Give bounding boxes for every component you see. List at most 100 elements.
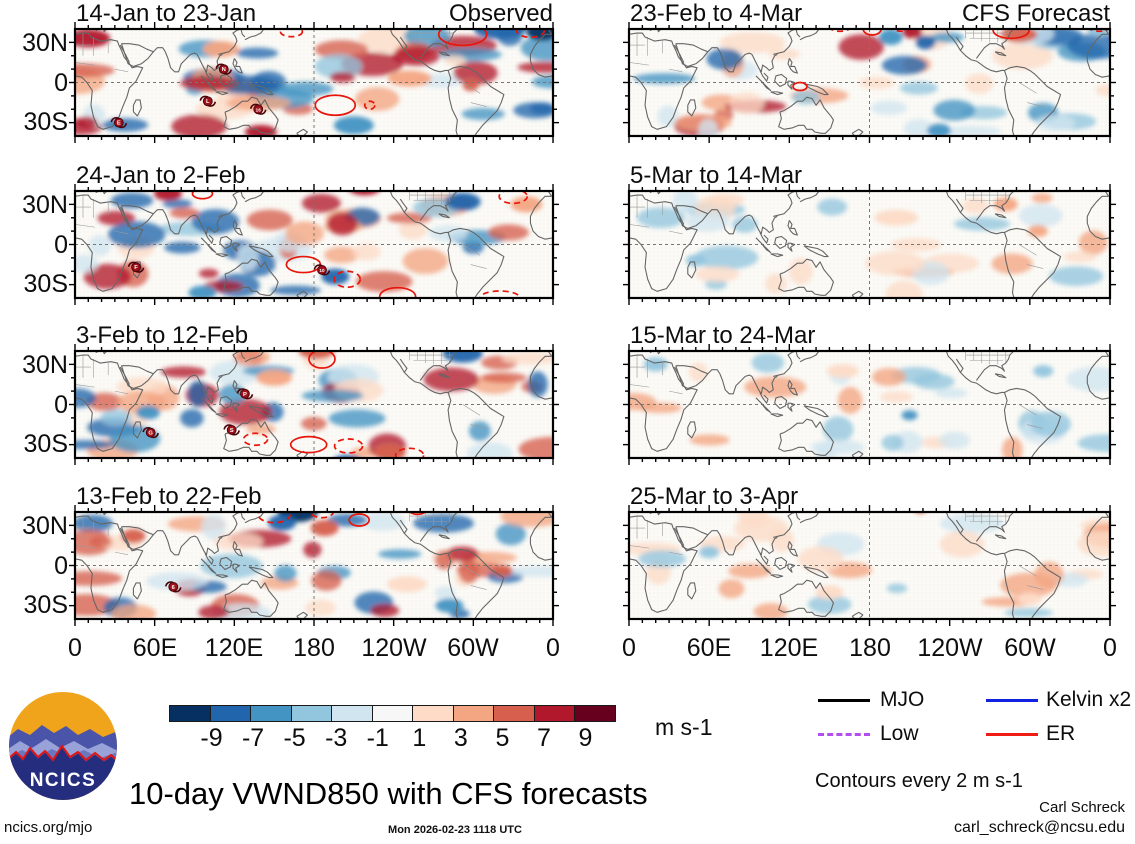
logo-ridge-line	[9, 744, 117, 762]
logo-text: NCICS	[30, 770, 97, 791]
lon-label: 120E	[204, 634, 264, 662]
colorbar	[169, 705, 617, 722]
panel-date-range: 15-Mar to 24-Mar	[630, 322, 816, 349]
panel-date-range: 23-Feb to 4-Mar	[630, 0, 803, 27]
colorbar-swatch-5	[371, 705, 414, 722]
tropical-cyclone-marker: S	[223, 424, 240, 436]
tropical-cyclone-marker: 16	[249, 103, 267, 115]
figure-title: 10-day VWND850 with CFS forecasts	[129, 776, 648, 811]
lat-label-0: 0	[54, 552, 68, 580]
lat-label-30N: 30N	[22, 29, 68, 57]
colorbar-tick-label: 1	[412, 724, 427, 752]
panel-date-range: 24-Jan to 2-Feb	[76, 162, 246, 189]
generation-timestamp: Mon 2026-02-23 1118 UTC	[388, 824, 522, 836]
legend-line-er	[986, 733, 1038, 736]
colorbar-tick-label: 5	[495, 724, 510, 752]
lat-label-0: 0	[54, 69, 68, 97]
colorbar-swatch-3	[290, 705, 333, 722]
svg-text:S: S	[230, 428, 234, 434]
credit-email: carl_schreck@ncsu.edu	[954, 819, 1125, 836]
svg-text:G: G	[148, 431, 153, 437]
lon-label: 180	[849, 634, 891, 662]
lon-label: 0	[68, 634, 82, 662]
lat-label-30S: 30S	[23, 591, 68, 619]
colorbar-tick-label: 3	[453, 724, 468, 752]
lon-label: 0	[546, 634, 560, 662]
panel-date-range: 25-Mar to 3-Apr	[630, 483, 799, 510]
map-panel-2: 3-Feb to 12-Feb P G S	[69, 324, 559, 465]
lon-label: 180	[293, 634, 335, 662]
panel-column-header: CFS Forecast	[961, 0, 1110, 27]
lon-label: 60W	[447, 634, 499, 662]
colorbar-swatch-1	[209, 705, 252, 722]
lon-label: 0	[622, 634, 636, 662]
svg-text:6: 6	[172, 585, 176, 591]
lon-label: 120W	[917, 634, 983, 662]
legend-label: Kelvin x2	[1046, 688, 1132, 711]
lat-label-30N: 30N	[22, 512, 68, 540]
ncics-logo: NCICS	[9, 692, 117, 800]
map-panel-1: 24-Jan to 2-Feb F 10	[69, 164, 559, 305]
map-panel-7: 25-Mar to 3-Apr	[623, 485, 1116, 626]
lon-label: 60E	[686, 634, 732, 662]
colorbar-swatch-6	[412, 705, 454, 722]
svg-text:L: L	[206, 99, 210, 105]
map-canvas	[623, 344, 1116, 465]
colorbar-swatch-7	[452, 705, 495, 722]
colorbar-swatch-9	[533, 705, 576, 722]
map-panel-5: 5-Mar to 14-Mar	[623, 164, 1116, 305]
lon-label: 120W	[361, 634, 427, 662]
lon-label: 120E	[759, 634, 819, 662]
legend-line-kelvin-x2	[986, 699, 1038, 702]
legend-label: ER	[1046, 722, 1076, 745]
colorbar-units-label: m s-1	[655, 714, 713, 740]
map-canvas	[623, 505, 1116, 626]
colorbar-tick-label: -9	[200, 724, 223, 752]
tropical-cyclone-marker: E	[110, 117, 128, 129]
svg-text:E: E	[117, 121, 121, 127]
legend-line-mjo	[818, 699, 870, 702]
tropical-cyclone-marker: 6	[164, 581, 182, 593]
tropical-cyclone-marker: G	[142, 427, 159, 439]
svg-text:P: P	[243, 392, 247, 398]
lon-label: 0	[1103, 634, 1117, 662]
tropical-cyclone-marker: F	[127, 261, 145, 273]
colorbar-swatch-0	[169, 705, 211, 722]
lat-label-30S: 30S	[23, 108, 68, 136]
site-url: ncics.org/mjo	[4, 819, 93, 836]
panel-date-range: 13-Feb to 22-Feb	[76, 483, 262, 510]
tropical-cyclone-marker: P	[236, 388, 254, 400]
colorbar-swatch-8	[493, 705, 535, 722]
svg-text:16: 16	[256, 107, 262, 112]
map-panel-4: 23-Feb to 4-Mar CFS Forecast	[623, 2, 1116, 143]
colorbar-tick-label: -1	[366, 724, 389, 752]
colorbar-swatch-10	[574, 705, 617, 722]
panel-date-range: 3-Feb to 12-Feb	[76, 322, 249, 349]
colorbar-tick-label: -3	[325, 724, 348, 752]
legend-label: Low	[880, 722, 919, 745]
svg-text:N: N	[222, 67, 226, 73]
contour-interval-note: Contours every 2 m s-1	[815, 770, 1023, 792]
map-canvas: N L 16 E	[69, 22, 559, 143]
lon-label: 60W	[1004, 634, 1056, 662]
svg-text:10: 10	[319, 268, 325, 273]
panel-column-header: Observed	[448, 0, 553, 27]
credit-name: Carl Schreck	[1039, 799, 1125, 816]
panel-date-range: 14-Jan to 23-Jan	[76, 0, 257, 27]
tropical-cyclone-marker: L	[199, 95, 217, 107]
colorbar-tick-label: -7	[241, 724, 265, 752]
panel-date-range: 5-Mar to 14-Mar	[630, 162, 803, 189]
legend-line-low	[818, 733, 870, 736]
lat-label-0: 0	[54, 231, 68, 259]
map-canvas	[623, 22, 1116, 143]
colorbar-tick-label: 9	[578, 724, 593, 752]
map-canvas: F 10	[69, 184, 559, 305]
lat-label-30S: 30S	[23, 270, 68, 298]
map-panel-3: 13-Feb to 22-Feb 6	[69, 485, 559, 626]
colorbar-swatch-4	[331, 705, 373, 722]
lat-label-30N: 30N	[22, 191, 68, 219]
lat-label-30N: 30N	[22, 351, 68, 379]
map-canvas: 6	[69, 505, 559, 626]
map-panel-6: 15-Mar to 24-Mar	[623, 324, 1116, 465]
